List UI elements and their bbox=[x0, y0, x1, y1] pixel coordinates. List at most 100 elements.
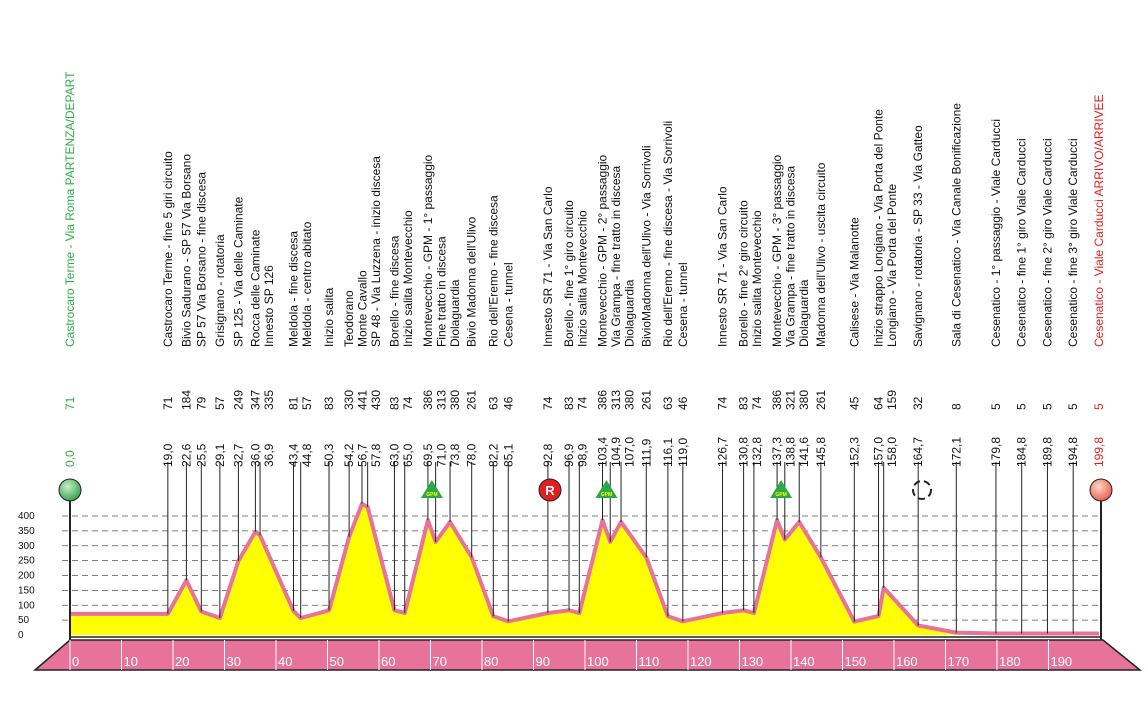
x-tick-label: 10 bbox=[123, 654, 137, 669]
altitude-label: 330 bbox=[342, 390, 356, 410]
feed-icon bbox=[538, 478, 562, 502]
km-label: 111,9 bbox=[639, 438, 653, 467]
km-label: 189,8 bbox=[1040, 437, 1054, 467]
km-label: 130,8 bbox=[737, 437, 751, 467]
km-label: 22,6 bbox=[179, 443, 193, 467]
altitude-label: 261 bbox=[814, 390, 828, 410]
km-label: 98,9 bbox=[576, 443, 590, 467]
altitude-label: 79 bbox=[194, 396, 208, 410]
km-label: 19,0 bbox=[161, 443, 175, 467]
altitude-label: 83 bbox=[322, 396, 336, 410]
altitude-label: 74 bbox=[401, 396, 415, 410]
y-tick-label: 250 bbox=[18, 556, 35, 567]
waypoint-name: Cesenatico - 1° passaggio - Viale Carduc… bbox=[989, 119, 1003, 347]
km-label: 172,1 bbox=[949, 437, 963, 467]
x-tick-label: 120 bbox=[690, 654, 712, 669]
x-tick-label: 60 bbox=[381, 654, 395, 669]
start-marker bbox=[58, 478, 82, 502]
plot: 0501001502002503003504000,071Castrocaro … bbox=[18, 71, 1113, 670]
waypoint-name: Calisese - Via Malanotte bbox=[847, 217, 861, 347]
km-label: 103,4 bbox=[595, 437, 609, 467]
altitude-label: 386 bbox=[421, 390, 435, 410]
y-tick-label: 0 bbox=[18, 630, 24, 641]
altitude-label: 249 bbox=[231, 390, 245, 410]
waypoint-name: Meldola - fine discesa bbox=[287, 231, 301, 347]
x-tick-label: 20 bbox=[175, 654, 189, 669]
x-tick-label: 50 bbox=[329, 654, 343, 669]
km-label: 137,3 bbox=[770, 437, 784, 467]
altitude-label: 380 bbox=[448, 390, 462, 410]
altitude-label: 386 bbox=[770, 390, 784, 410]
km-label: 29,1 bbox=[213, 443, 227, 467]
altitude-label: 64 bbox=[872, 396, 886, 410]
x-tick-label: 30 bbox=[226, 654, 240, 669]
x-tick-label: 130 bbox=[741, 654, 763, 669]
km-label: 141,6 bbox=[797, 437, 811, 467]
km-label: 184,8 bbox=[1015, 437, 1029, 467]
altitude-label: 159 bbox=[885, 390, 899, 410]
waypoint-name: Grisignano - rotatoria bbox=[213, 234, 227, 347]
altitude-label: 63 bbox=[661, 396, 675, 410]
km-label: 104,9 bbox=[609, 437, 623, 467]
km-label: 43,4 bbox=[287, 443, 301, 467]
altitude-label: 46 bbox=[501, 396, 515, 410]
km-label: 57,8 bbox=[369, 443, 383, 467]
waypoint-name: SP 48 - Via Luzzena - inizio discesa bbox=[369, 156, 383, 347]
km-label: 69,5 bbox=[421, 443, 435, 467]
km-label: 54,2 bbox=[342, 443, 356, 467]
waypoint-name: Via Grampa - fine tratto in discesa bbox=[609, 165, 623, 347]
altitude-label: 380 bbox=[622, 390, 636, 410]
x-tick-label: 140 bbox=[793, 654, 815, 669]
altitude-label: 45 bbox=[847, 396, 861, 410]
km-label: 85,1 bbox=[501, 443, 515, 467]
altitude-label: 32 bbox=[911, 396, 925, 410]
km-label: 0,0 bbox=[63, 450, 77, 467]
altitude-label: 5 bbox=[1092, 403, 1106, 410]
altitude-label: 5 bbox=[1066, 403, 1080, 410]
altitude-label: 74 bbox=[541, 396, 555, 410]
km-label: 179,8 bbox=[989, 437, 1003, 467]
waypoint-name: Cesenatico - Viale Carducci ARRIVO/ARRIV… bbox=[1092, 94, 1106, 347]
km-label: 36,9 bbox=[262, 443, 276, 467]
altitude-label: 83 bbox=[387, 396, 401, 410]
km-label: 145,8 bbox=[814, 437, 828, 467]
waypoint-name: Savignano - rotatoria - SP 33 - Via Gatt… bbox=[911, 125, 925, 347]
altitude-label: 81 bbox=[287, 396, 301, 410]
km-label: 164,7 bbox=[911, 437, 925, 467]
waypoint-name: Borello - fine 1° giro circuito bbox=[562, 200, 576, 347]
waypoint-name: Borello - fine 2° giro circuito bbox=[737, 200, 751, 347]
altitude-label: 57 bbox=[300, 396, 314, 410]
waypoint-name: Inizio strappo Longiano - Via Porta del … bbox=[872, 109, 886, 347]
altitude-label: 5 bbox=[1015, 403, 1029, 410]
x-tick-label: 90 bbox=[535, 654, 549, 669]
x-tick-label: 70 bbox=[432, 654, 446, 669]
waypoint-name: Bivio Sadurano - SP 57 Via Borsano bbox=[179, 154, 193, 347]
km-label: 199,8 bbox=[1092, 437, 1106, 467]
profile-area bbox=[70, 503, 1099, 635]
waypoint-name: SP 57 Via Borsano - fine discesa bbox=[194, 172, 208, 347]
waypoint-name: Via Grampa - fine tratto in discesa bbox=[784, 165, 798, 347]
altitude-label: 5 bbox=[1040, 403, 1054, 410]
waypoint-name: Diolaguardia bbox=[622, 279, 636, 347]
km-label: 138,8 bbox=[784, 437, 798, 467]
altitude-label: 71 bbox=[63, 396, 77, 410]
y-tick-label: 150 bbox=[18, 585, 35, 596]
km-label: 32,7 bbox=[231, 443, 245, 467]
altitude-label: 74 bbox=[715, 396, 729, 410]
profile-line bbox=[70, 501, 1099, 636]
x-tick-label: 180 bbox=[999, 654, 1021, 669]
altitude-label: 5 bbox=[989, 403, 1003, 410]
altitude-label: 380 bbox=[797, 390, 811, 410]
sprint-icon bbox=[912, 480, 932, 500]
waypoint-name: BivioMadonna dell'Ulivo - Via Sorrivoli bbox=[639, 146, 653, 348]
altitude-label: 83 bbox=[562, 396, 576, 410]
km-label: 78,0 bbox=[465, 443, 479, 467]
y-tick-label: 400 bbox=[18, 511, 35, 522]
altitude-label: 441 bbox=[356, 390, 370, 410]
km-label: 126,7 bbox=[715, 437, 729, 467]
waypoint-name: Castrocaro Terme - Via Roma PARTENZA/DEP… bbox=[63, 71, 77, 347]
waypoint-name: Diolaguardia bbox=[797, 279, 811, 347]
altitude-label: 430 bbox=[369, 390, 383, 410]
altitude-label: 261 bbox=[465, 390, 479, 410]
waypoint-name: Meldola - centro abitato bbox=[300, 221, 314, 347]
